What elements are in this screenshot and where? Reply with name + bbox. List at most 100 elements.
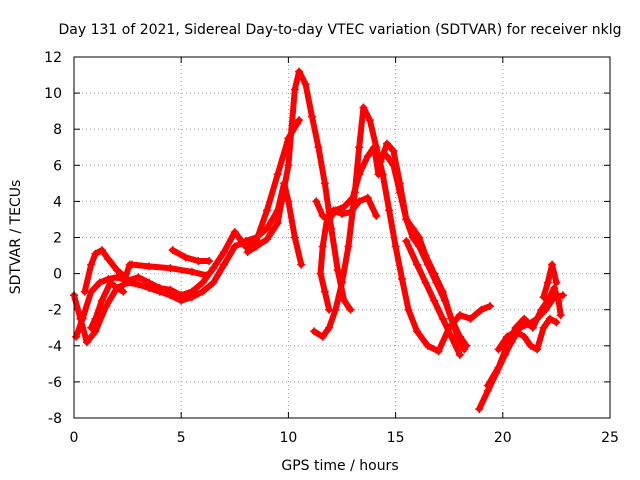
data-point — [78, 314, 87, 323]
y-tick-label: 12 — [44, 50, 62, 66]
tick-labels: 0 5 10 15 20 25 -8 -6 -4 -2 0 2 4 6 8 10 12 — [44, 50, 619, 446]
data-point — [112, 265, 121, 274]
data-point — [430, 269, 439, 278]
data-point — [494, 363, 503, 372]
y-tick-label: 10 — [44, 86, 62, 102]
y-tick-label: 2 — [53, 231, 62, 247]
data-point — [421, 278, 430, 287]
data-point — [340, 202, 349, 211]
data-point — [408, 224, 417, 233]
data-point — [273, 170, 282, 179]
data-point — [372, 211, 381, 220]
series-trace — [169, 247, 213, 264]
data-point — [520, 332, 529, 341]
data-point — [363, 193, 372, 202]
data-point — [421, 251, 430, 260]
data-point — [395, 188, 404, 197]
data-point — [290, 85, 299, 94]
data-point — [177, 291, 186, 300]
data-point — [310, 327, 319, 336]
data-point — [262, 206, 271, 215]
grid — [74, 57, 610, 418]
series-track-g — [243, 67, 355, 314]
data-point — [552, 318, 561, 327]
data-point — [455, 350, 464, 359]
data-point — [398, 275, 407, 284]
data-point — [119, 287, 128, 296]
data-point — [320, 287, 329, 296]
data-point — [166, 285, 175, 294]
y-tick-label: -2 — [48, 303, 62, 319]
data-point — [402, 215, 411, 224]
series-track-q — [539, 260, 561, 302]
data-point — [241, 242, 250, 251]
data-point — [166, 264, 175, 273]
data-point — [134, 273, 143, 282]
data-point — [466, 314, 475, 323]
data-point — [543, 296, 552, 305]
data-point — [520, 314, 529, 323]
data-point — [97, 246, 106, 255]
data-point — [168, 246, 177, 255]
data-point — [434, 347, 443, 356]
data-point — [363, 152, 372, 161]
data-point — [112, 284, 121, 293]
series-track-f — [168, 246, 214, 265]
data-point — [91, 314, 100, 323]
data-point — [346, 305, 355, 314]
data-point — [295, 116, 304, 125]
data-point — [511, 323, 520, 332]
series-track-m — [402, 237, 464, 359]
data-point — [187, 287, 196, 296]
x-tick-label: 0 — [70, 430, 79, 446]
data-point — [350, 188, 359, 197]
x-tick-label: 25 — [601, 430, 619, 446]
data-point — [322, 215, 331, 224]
data-point — [346, 208, 355, 217]
data-point — [252, 242, 261, 251]
data-point — [87, 260, 96, 269]
y-tick-label: 0 — [53, 267, 62, 283]
data-point — [340, 296, 349, 305]
data-point — [338, 210, 346, 219]
data-point — [106, 278, 115, 287]
series-group — [70, 67, 567, 413]
data-point — [318, 211, 327, 220]
series-track-i — [310, 103, 494, 356]
series-trace — [244, 68, 354, 313]
data-point — [503, 341, 512, 350]
data-point — [316, 269, 325, 278]
data-point — [134, 280, 143, 289]
data-point — [359, 103, 368, 112]
data-point — [413, 260, 422, 269]
data-point — [430, 296, 439, 305]
data-point — [528, 323, 537, 332]
x-axis-label: GPS time / hours — [281, 458, 398, 474]
x-tick-label: 20 — [494, 430, 512, 446]
data-point — [447, 332, 456, 341]
series-trace — [476, 292, 566, 412]
data-point — [318, 242, 327, 251]
data-point — [97, 296, 106, 305]
data-point — [378, 170, 387, 179]
y-tick-label: -8 — [48, 411, 62, 427]
data-point — [355, 143, 364, 152]
data-point — [312, 197, 321, 206]
data-point — [329, 206, 338, 215]
data-point — [376, 157, 385, 166]
data-point — [181, 253, 190, 262]
data-point — [543, 278, 552, 287]
data-point — [145, 262, 154, 271]
data-point — [104, 255, 113, 264]
data-point — [438, 287, 447, 296]
data-point — [548, 260, 557, 269]
data-point — [262, 235, 271, 244]
x-tick-label: 10 — [279, 430, 297, 446]
data-point — [91, 327, 100, 336]
data-point — [145, 278, 154, 287]
data-point — [243, 247, 252, 256]
data-point — [537, 305, 546, 314]
data-point — [230, 242, 239, 251]
data-point — [389, 161, 398, 170]
